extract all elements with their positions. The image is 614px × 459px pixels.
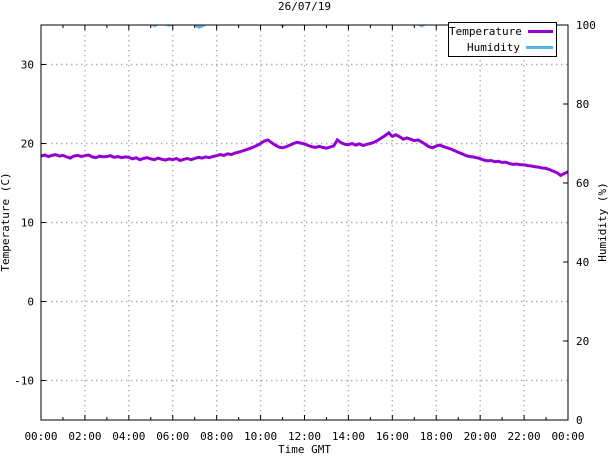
right-tick-label: 60 — [576, 177, 589, 190]
right-tick-label: 0 — [576, 414, 583, 427]
legend-label-humidity: Humidity — [467, 40, 520, 54]
axis-ticks — [40, 24, 569, 421]
left-tick-label: 30 — [21, 59, 34, 72]
left-axis-label: Temperature (C) — [0, 172, 12, 272]
right-tick-label: 40 — [576, 256, 589, 269]
x-tick-label: 22:00 — [508, 430, 541, 443]
x-tick-label: 12:00 — [288, 430, 321, 443]
legend: Temperature Humidity — [448, 22, 557, 57]
humidity-line-swatch — [526, 45, 553, 49]
x-tick-label: 10:00 — [244, 430, 277, 443]
temperature-line-swatch — [527, 30, 553, 34]
right-tick-label: 80 — [576, 98, 589, 111]
x-tick-label: 20:00 — [464, 430, 497, 443]
x-tick-label: 00:00 — [24, 430, 57, 443]
x-tick-label: 00:00 — [551, 430, 584, 443]
x-tick-label: 02:00 — [68, 430, 101, 443]
legend-item-humidity: Humidity — [449, 41, 556, 54]
data-series — [41, 25, 568, 178]
left-tick-label: 10 — [21, 217, 34, 230]
chart-title: 26/07/19 — [278, 0, 331, 13]
x-tick-label: 04:00 — [112, 430, 145, 443]
x-tick-label: 16:00 — [376, 430, 409, 443]
x-axis-label: Time GMT — [278, 443, 331, 456]
legend-label-temperature: Temperature — [449, 25, 522, 39]
right-tick-label: 20 — [576, 335, 589, 348]
temperature-line — [41, 130, 568, 178]
x-tick-label: 08:00 — [200, 430, 233, 443]
right-axis-label: Humidity (%) — [596, 182, 609, 262]
x-tick-label: 14:00 — [332, 430, 365, 443]
tick-labels: 00:00 02:00 04:00 06:00 08:00 10:00 12:00 14:00… — [14, 19, 596, 443]
left-tick-label: 0 — [27, 296, 34, 309]
x-tick-label: 06:00 — [156, 430, 189, 443]
right-tick-label: 100 — [576, 19, 596, 32]
x-tick-label: 18:00 — [420, 430, 453, 443]
legend-item-temperature: Temperature — [449, 25, 556, 38]
left-tick-label: 20 — [21, 138, 34, 151]
grid-lines — [41, 25, 568, 420]
left-tick-label: -10 — [14, 375, 34, 388]
